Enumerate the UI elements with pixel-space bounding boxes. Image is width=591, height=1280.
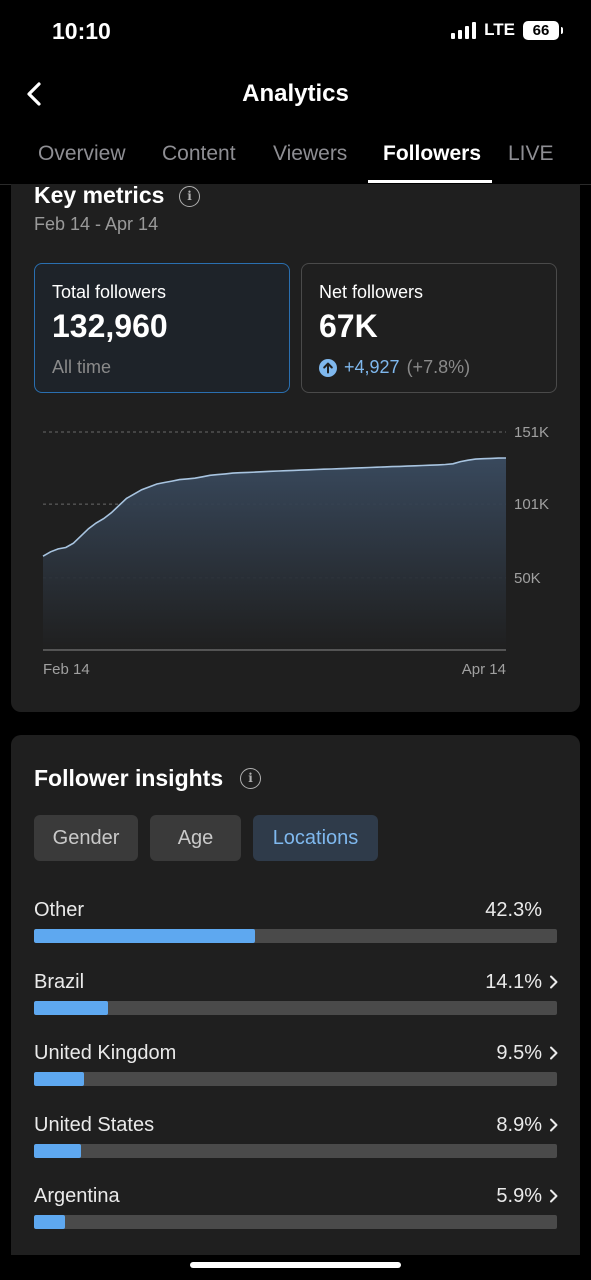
- net-followers-card[interactable]: Net followers 67K +4,927 (+7.8%): [301, 263, 557, 393]
- signal-icon: [451, 21, 477, 39]
- date-range: Feb 14 - Apr 14: [34, 214, 159, 234]
- location-percent: 8.9%: [496, 1113, 542, 1136]
- net-followers-delta: +4,927 (+7.8%): [319, 357, 470, 378]
- delta-percent: (+7.8%): [406, 357, 471, 377]
- progress-fill: [34, 1143, 81, 1158]
- progress-track: [34, 1072, 557, 1086]
- tab-content[interactable]: Content: [162, 142, 236, 165]
- location-name: Argentina: [34, 1185, 120, 1207]
- progress-track: [34, 1215, 557, 1229]
- total-followers-card[interactable]: Total followers 132,960 All time: [34, 263, 290, 393]
- progress-fill: [34, 1215, 65, 1229]
- tab-live[interactable]: LIVE: [508, 142, 554, 165]
- chart-line: [42, 457, 507, 557]
- net-followers-label: Net followers: [319, 282, 424, 302]
- key-metrics-title: Key metrics: [34, 182, 165, 208]
- segment-age[interactable]: Age: [150, 815, 241, 861]
- net-followers-value: 67K: [319, 308, 378, 344]
- location-row[interactable]: Argentina 5.9%: [34, 1185, 559, 1245]
- chevron-right-icon[interactable]: [549, 1046, 559, 1060]
- segment-locations[interactable]: Locations: [253, 815, 378, 861]
- y-tick-label: 101K: [514, 496, 549, 513]
- delta-value: +4,927: [344, 357, 400, 377]
- tab-bar: Overview Content Viewers Followers LIVE: [0, 126, 591, 185]
- progress-fill: [34, 1072, 84, 1086]
- network-label: LTE: [484, 20, 515, 39]
- key-metrics-card: Key metrics i Feb 14 - Apr 14 Total foll…: [11, 182, 580, 712]
- location-name: United States: [34, 1113, 155, 1136]
- progress-fill: [34, 929, 256, 943]
- chevron-right-icon[interactable]: [549, 1118, 559, 1132]
- arrow-up-circle-icon: [319, 358, 337, 377]
- status-bar: 10:10 LTE 66: [0, 0, 591, 64]
- follower-insights-card: Follower insights i Gender Age Locations…: [11, 735, 580, 1255]
- y-tick-label: 151K: [514, 424, 549, 441]
- page-title: Analytics: [242, 80, 349, 107]
- progress-track: [34, 1000, 557, 1015]
- total-followers-sub: All time: [52, 357, 112, 377]
- info-icon[interactable]: i: [240, 768, 261, 789]
- segment-gender[interactable]: Gender: [34, 815, 138, 861]
- nav-header: Analytics: [0, 64, 591, 126]
- chevron-right-icon[interactable]: [549, 1189, 559, 1203]
- location-name: Other: [34, 899, 85, 921]
- x-tick-label: Apr 14: [462, 661, 506, 678]
- info-icon[interactable]: i: [179, 186, 200, 207]
- chevron-right-icon[interactable]: [549, 975, 559, 989]
- tab-overview[interactable]: Overview: [38, 142, 126, 165]
- location-name: Brazil: [34, 970, 85, 993]
- chevron-left-icon[interactable]: [20, 78, 52, 110]
- y-tick-label: 50K: [514, 570, 541, 587]
- location-percent: 42.3%: [485, 899, 542, 921]
- progress-fill: [34, 1000, 108, 1015]
- battery-icon: 66: [523, 20, 563, 40]
- home-indicator[interactable]: [190, 1262, 401, 1268]
- location-percent: 9.5%: [496, 1042, 542, 1064]
- insights-title: Follower insights: [34, 765, 224, 791]
- location-percent: 14.1%: [485, 970, 542, 993]
- location-name: United Kingdom: [34, 1042, 177, 1064]
- location-percent: 5.9%: [496, 1185, 542, 1207]
- progress-track: [34, 929, 557, 943]
- location-row[interactable]: United Kingdom 9.5%: [34, 1042, 559, 1102]
- progress-track: [34, 1143, 557, 1158]
- total-followers-label: Total followers: [52, 282, 167, 302]
- status-time: 10:10: [52, 18, 111, 44]
- chart-area: [43, 458, 506, 650]
- tab-followers[interactable]: Followers: [383, 142, 482, 165]
- followers-chart: 151K 101K 50K Feb 14 Apr 14: [42, 424, 549, 678]
- location-row[interactable]: Brazil 14.1%: [34, 970, 559, 1031]
- x-tick-label: Feb 14: [43, 661, 90, 678]
- status-icons: LTE 66: [451, 20, 563, 40]
- active-tab-indicator: [368, 180, 492, 183]
- location-row: Other 42.3%: [34, 899, 557, 959]
- location-row[interactable]: United States 8.9%: [34, 1113, 559, 1174]
- tab-viewers[interactable]: Viewers: [273, 142, 348, 165]
- total-followers-value: 132,960: [52, 308, 168, 344]
